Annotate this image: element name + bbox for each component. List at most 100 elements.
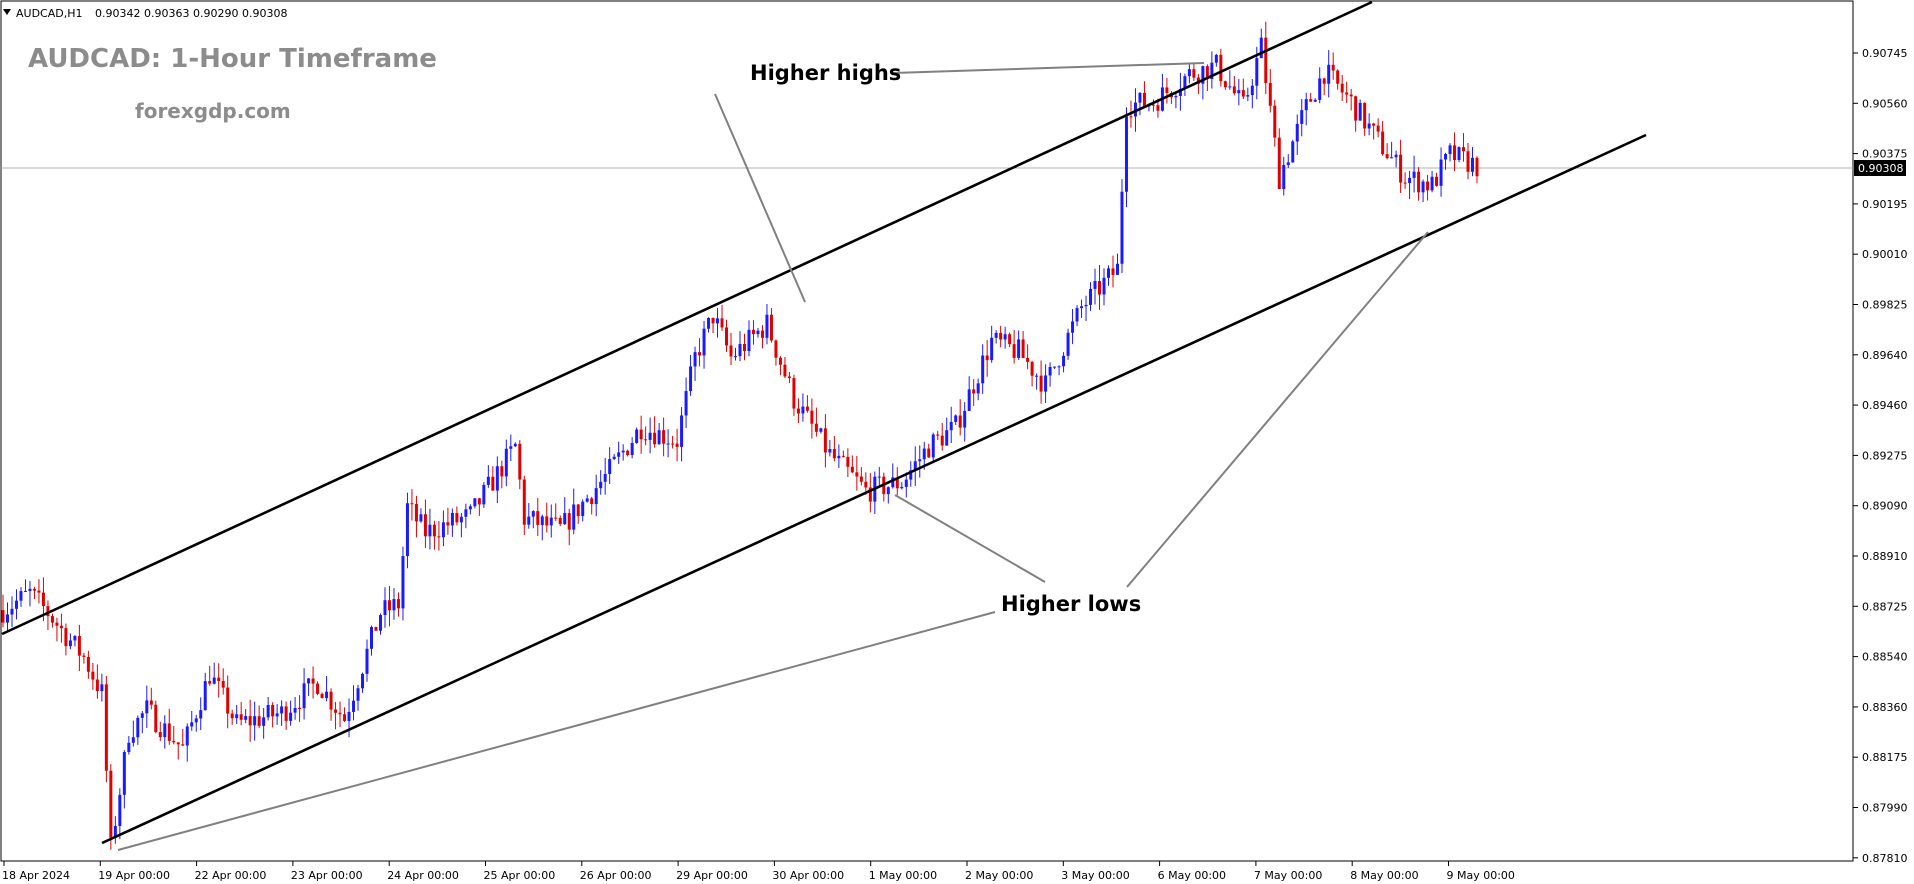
y-tick-label: 0.90375 <box>1862 148 1908 161</box>
bull-candle <box>118 794 122 826</box>
bear-candle <box>32 588 36 591</box>
y-tick-label: 0.88540 <box>1862 651 1908 664</box>
bull-candle <box>1358 102 1362 121</box>
bear-candle <box>558 517 562 525</box>
y-tick-label: 0.89275 <box>1862 449 1908 462</box>
bear-candle <box>491 476 495 491</box>
bull-candle <box>635 429 639 443</box>
bear-candle <box>796 408 800 414</box>
bull-candle <box>361 673 365 689</box>
bull-candle <box>190 722 194 727</box>
bear-candle <box>239 714 243 720</box>
bull-candle <box>1089 288 1093 305</box>
bear-candle <box>320 693 324 699</box>
bull-candle <box>963 410 967 428</box>
bull-candle <box>1201 66 1205 84</box>
bull-candle <box>1394 154 1398 158</box>
bull-candle <box>1304 99 1308 111</box>
bear-candle <box>639 429 643 440</box>
bull-candle <box>1313 99 1317 102</box>
bull-candle <box>1237 90 1241 94</box>
x-tick-label: 22 Apr 00:00 <box>195 869 267 882</box>
y-tick-label: 0.89090 <box>1862 500 1908 513</box>
bull-candle <box>212 677 216 684</box>
bull-candle <box>1444 154 1448 160</box>
bull-candle <box>1457 147 1461 160</box>
bear-candle <box>1363 102 1367 129</box>
bear-candle <box>55 622 59 626</box>
bull-candle <box>1084 304 1088 307</box>
bear-candle <box>671 443 675 445</box>
y-tick-label: 0.87810 <box>1862 852 1908 865</box>
bull-candle <box>734 356 738 358</box>
bull-candle <box>976 383 980 394</box>
bull-candle <box>289 712 293 721</box>
bear-candle <box>257 716 261 726</box>
bull-candle <box>1228 86 1232 88</box>
bull-candle <box>509 446 513 449</box>
bear-candle <box>859 476 863 482</box>
higher-lows-pointer-2 <box>894 494 1046 583</box>
y-tick-label: 0.88725 <box>1862 600 1908 613</box>
bull-candle <box>347 711 351 721</box>
bull-candle <box>1246 95 1250 97</box>
bull-candle <box>325 691 329 699</box>
x-tick-label: 2 May 00:00 <box>965 869 1033 882</box>
bull-candle <box>23 591 27 593</box>
bull-candle <box>967 389 971 411</box>
bull-candle <box>1093 281 1097 289</box>
bull-candle <box>1066 332 1070 356</box>
bull-candle <box>482 484 486 505</box>
bear-candle <box>221 681 225 688</box>
bull-candle <box>275 713 279 717</box>
bull-candle <box>716 318 720 324</box>
bear-candle <box>1026 357 1030 362</box>
y-tick-label: 0.87990 <box>1862 802 1908 815</box>
bear-candle <box>82 655 86 657</box>
bear-candle <box>985 355 989 361</box>
bull-candle <box>1115 263 1119 275</box>
bear-candle <box>311 678 315 684</box>
bull-candle <box>913 461 917 471</box>
bull-candle <box>1259 37 1263 59</box>
bull-candle <box>352 700 356 712</box>
bull-candle <box>464 509 468 517</box>
bull-candle <box>136 717 140 738</box>
bull-candle <box>837 455 841 459</box>
bear-candle <box>554 517 558 519</box>
bull-candle <box>612 456 616 460</box>
bear-candle <box>1192 69 1196 78</box>
bear-candle <box>334 709 338 713</box>
bear-candle <box>751 329 755 335</box>
bear-candle <box>1223 81 1227 88</box>
y-tick-label: 0.89460 <box>1862 399 1908 412</box>
bear-candle <box>59 625 63 629</box>
bear-candle <box>774 340 778 358</box>
bull-candle <box>28 588 32 592</box>
bull-candle <box>293 707 297 713</box>
x-tick-label: 18 Apr 2024 <box>2 869 70 882</box>
bear-candle <box>64 628 68 647</box>
bear-candle <box>1340 83 1344 93</box>
x-tick-label: 30 Apr 00:00 <box>772 869 844 882</box>
bull-candle <box>194 718 198 723</box>
collapse-triangle-icon[interactable] <box>3 9 11 15</box>
bear-candle <box>1219 54 1223 82</box>
bear-candle <box>662 430 666 444</box>
chart-title: AUDCAD: 1-Hour Timeframe <box>28 44 437 74</box>
y-tick-label: 0.88910 <box>1862 550 1908 563</box>
bull-candle <box>1430 176 1434 191</box>
bear-candle <box>1129 116 1133 118</box>
y-tick-label: 0.90745 <box>1862 47 1908 60</box>
bear-candle <box>805 406 809 411</box>
y-tick-label: 0.88360 <box>1862 701 1908 714</box>
channel-lower-line <box>101 133 1647 845</box>
bear-candle <box>1331 64 1335 71</box>
bull-candle <box>1124 116 1128 192</box>
channel-upper-line <box>1 0 1373 636</box>
bear-candle <box>1241 90 1245 97</box>
bear-candle <box>1417 171 1421 193</box>
bull-candle <box>1187 69 1191 77</box>
bear-candle <box>895 477 899 489</box>
